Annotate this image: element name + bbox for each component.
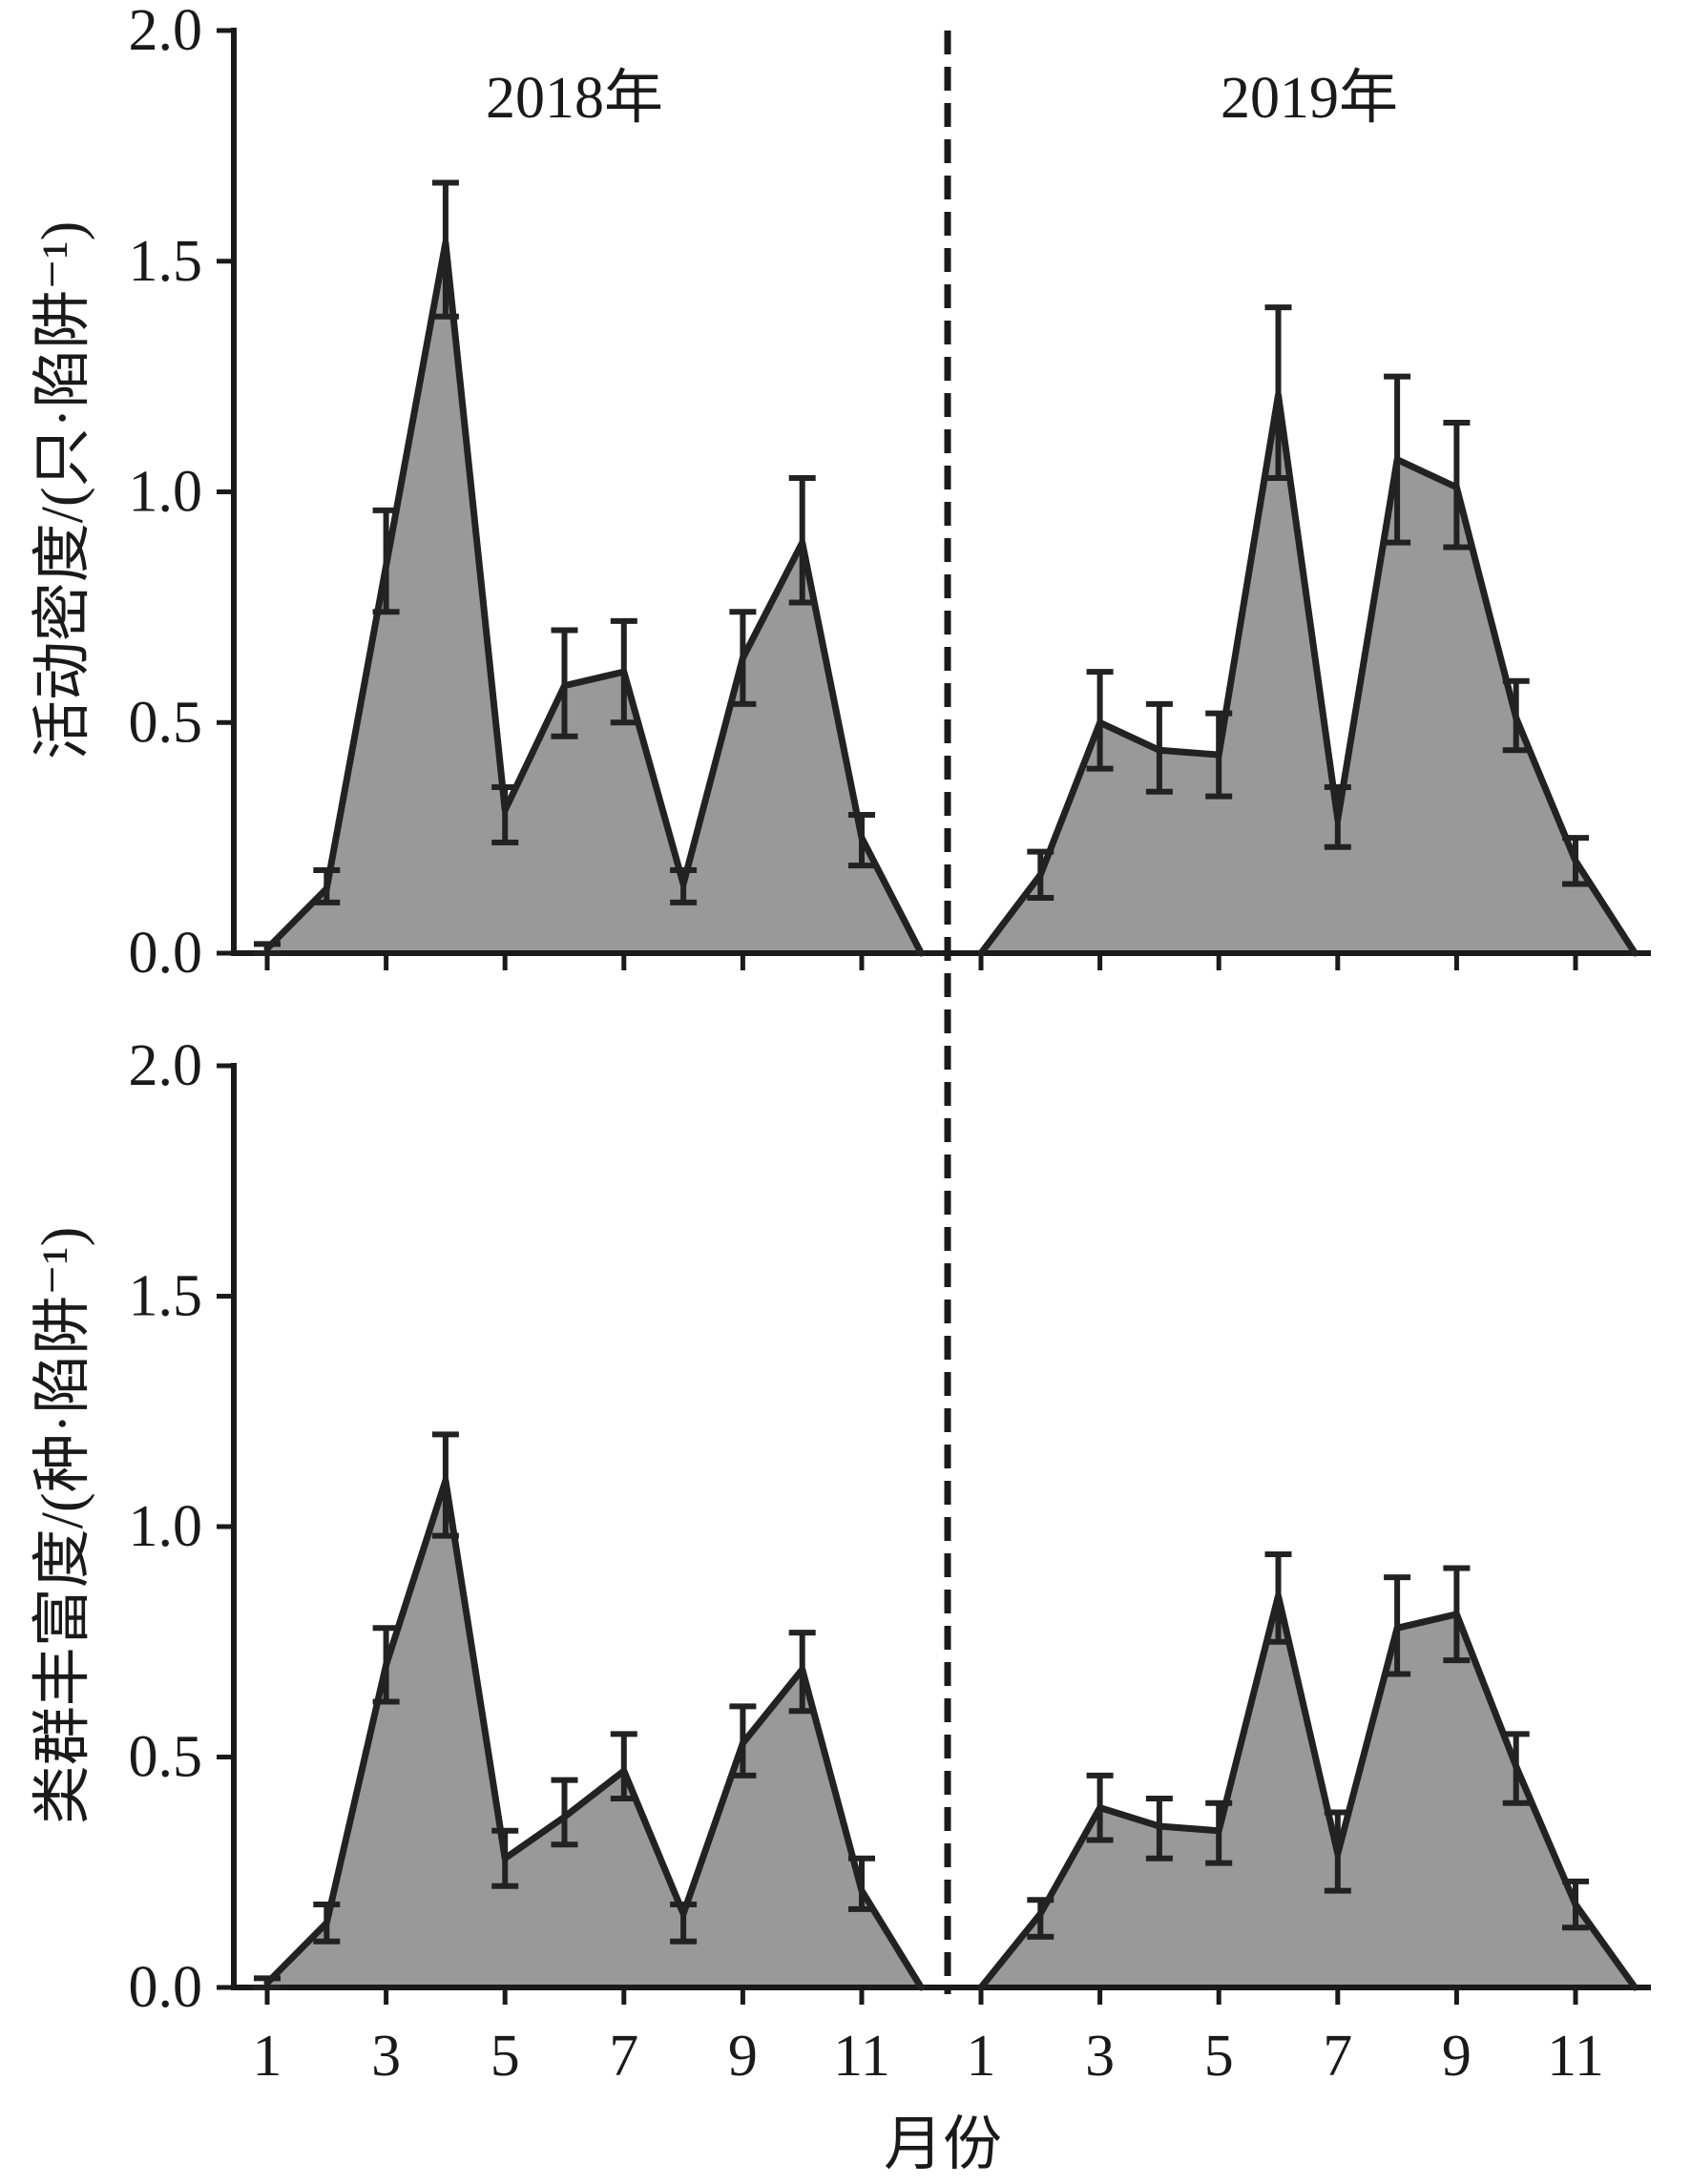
error-bar-2018-m10 (788, 1630, 816, 1715)
x-tick-label: 11 (833, 2024, 890, 2089)
error-bar-2019-m6 (1264, 1550, 1292, 1645)
y-tick-label: 1.5 (129, 1264, 203, 1329)
error-bar-2018-m10 (788, 474, 816, 606)
year-label-2018: 2018年 (486, 66, 663, 131)
series-line-2019 (977, 1592, 1639, 1991)
error-bar-2018-m8 (670, 1902, 698, 1945)
error-bar-2019-m5 (1205, 710, 1233, 800)
x-tick-label: 1 (253, 2024, 282, 2089)
error-bar-2019-m9 (1443, 419, 1471, 551)
error-bar-2018-m9 (729, 1703, 757, 1778)
area-fill-2018 (267, 1480, 922, 1987)
error-bar-2019-m2 (1027, 848, 1054, 901)
x-tick-label: 11 (1547, 2024, 1604, 2089)
error-bar-2018-m11 (848, 811, 875, 869)
error-bar-2019-m9 (1443, 1565, 1471, 1664)
y-tick-label: 2.0 (129, 0, 203, 63)
y-tick-label: 0.0 (129, 921, 203, 986)
area-fill-2019 (981, 395, 1636, 953)
error-bar-2018-m2 (313, 866, 341, 905)
y-tick-label: 0.5 (129, 690, 203, 755)
x-axis-title: 月份 (884, 2112, 1002, 2177)
x-tick-label: 5 (1204, 2024, 1234, 2089)
error-bar-2018-m1 (254, 941, 281, 956)
error-bar-2018-m3 (372, 1625, 400, 1705)
error-bar-2018-m4 (431, 1431, 459, 1539)
error-bar-2019-m3 (1086, 669, 1114, 772)
error-bar-2019-m2 (1027, 1897, 1054, 1940)
error-bar-2019-m4 (1145, 1795, 1173, 1862)
error-bar-2019-m8 (1384, 373, 1411, 546)
y-tick-label: 0.5 (129, 1725, 203, 1790)
area-fill-2018 (267, 242, 922, 953)
panel-activity-density: 0.0 0.5 1.0 1.5 2.0 活动密度/(只·陷阱⁻¹) 2018年 2019年 (31, 0, 1651, 986)
error-bar-2019-m10 (1502, 677, 1530, 754)
error-bar-2018-m7 (610, 1731, 637, 1801)
x-tick-label: 9 (1442, 2024, 1472, 2089)
error-bar-2018-m4 (431, 179, 459, 320)
panel-taxon-richness: 0.00.51.01.52.01 3 5 7 9 11 1 3 5 7 9 11类群丰富度/(种·陷阱… (31, 1033, 1651, 2089)
error-bar-2019-m4 (1145, 700, 1173, 795)
error-bar-2018-m8 (670, 866, 698, 905)
error-bar-2018-m5 (491, 783, 519, 845)
series-line-2018 (263, 239, 925, 957)
error-bar-2019-m6 (1264, 304, 1292, 481)
y-tick-label: 2.0 (129, 1033, 203, 1098)
y-axis-title: 活动密度/(只·陷阱⁻¹) (31, 221, 95, 759)
series-line-2018 (263, 1477, 925, 1991)
error-bar-2019-m7 (1324, 783, 1351, 850)
x-tick-label: 7 (609, 2024, 638, 2089)
y-tick-label: 0.0 (129, 1955, 203, 2020)
area-fill-2019 (981, 1595, 1636, 1987)
y-tick-label: 1.0 (129, 460, 203, 525)
error-bar-2019-m7 (1324, 1809, 1351, 1894)
y-tick-label: 1.0 (129, 1494, 203, 1559)
error-bar-2018-m6 (551, 1777, 578, 1848)
error-bar-2018-m6 (551, 627, 578, 739)
x-tick-label: 1 (967, 2024, 996, 2089)
x-tick-label: 7 (1323, 2024, 1352, 2089)
error-bar-2019-m5 (1205, 1799, 1233, 1866)
error-bar-2018-m9 (729, 609, 757, 707)
error-bar-2018-m7 (610, 617, 637, 726)
y-tick-label: 1.5 (129, 229, 203, 294)
series-line-2019 (977, 391, 1639, 957)
error-bar-2018-m2 (313, 1902, 341, 1945)
error-bar-2019-m11 (1562, 1878, 1589, 1931)
y-axis-title: 类群丰富度/(种·陷阱⁻¹) (31, 1227, 95, 1824)
error-bar-2018-m11 (848, 1855, 875, 1912)
x-tick-label: 9 (728, 2024, 758, 2089)
error-bar-2019-m8 (1384, 1574, 1411, 1677)
x-tick-label: 5 (491, 2024, 520, 2089)
error-bar-2019-m11 (1562, 835, 1589, 887)
year-label-2019: 2019年 (1221, 66, 1398, 131)
error-bar-2018-m1 (254, 1975, 281, 1990)
error-bar-2019-m3 (1086, 1772, 1114, 1843)
error-bar-2018-m5 (491, 1827, 519, 1889)
error-bar-2019-m10 (1502, 1731, 1530, 1806)
x-tick-label: 3 (1085, 2024, 1115, 2089)
error-bar-2018-m3 (372, 507, 400, 615)
x-tick-label: 3 (371, 2024, 401, 2089)
